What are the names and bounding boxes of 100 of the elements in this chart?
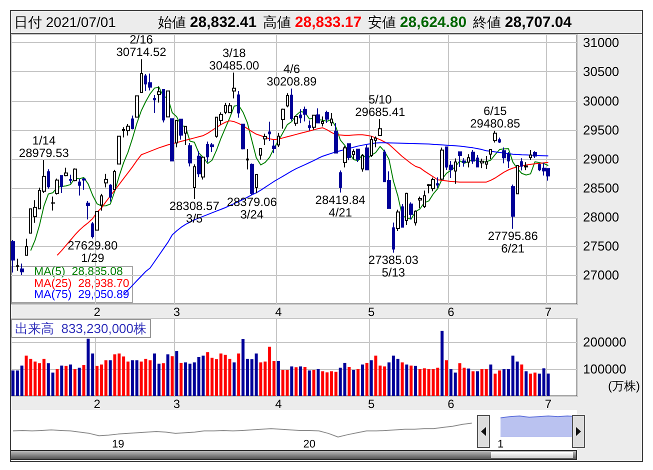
candlestick xyxy=(392,222,395,254)
candlestick xyxy=(405,192,408,226)
bar xyxy=(476,371,479,396)
bar xyxy=(454,372,457,396)
candlestick xyxy=(334,122,338,154)
y-tick-label: 200000 xyxy=(583,334,626,350)
candlestick xyxy=(286,92,289,108)
bar xyxy=(502,369,506,396)
candlestick xyxy=(409,202,413,220)
bar xyxy=(170,356,174,396)
bar xyxy=(60,366,64,396)
candlestick xyxy=(104,173,108,188)
candlestick xyxy=(378,118,382,136)
bar xyxy=(365,362,368,396)
candlestick xyxy=(157,86,161,104)
chart-title: 出来高 833,230,000株 xyxy=(11,319,151,338)
x-tick-label: 3 xyxy=(173,305,180,319)
candlestick xyxy=(25,238,28,256)
candlestick xyxy=(343,146,347,168)
chart-title: 日付 2021/07/01 xyxy=(14,14,116,32)
candlestick xyxy=(82,178,86,190)
candlestick xyxy=(73,168,77,182)
bar xyxy=(175,351,178,396)
candlestick xyxy=(170,118,174,162)
bar xyxy=(529,374,532,396)
y-tick-label: 30000 xyxy=(583,93,620,108)
y-tick-label: 29500 xyxy=(583,122,620,138)
candlestick xyxy=(95,211,99,231)
bar xyxy=(352,370,356,396)
candlestick xyxy=(126,124,130,136)
candlestick xyxy=(520,158,523,171)
candlestick xyxy=(140,58,143,94)
candlestick xyxy=(175,120,178,148)
y-tick-label: 100000 xyxy=(583,362,626,377)
bar xyxy=(29,358,32,396)
candlestick xyxy=(135,95,139,118)
bar xyxy=(316,369,320,396)
bar xyxy=(254,354,258,396)
annotation: 27385.03 5/13 xyxy=(368,252,419,280)
candlestick xyxy=(246,148,249,170)
annotation: 2/16 30714.52 xyxy=(116,32,167,60)
bar xyxy=(299,366,302,396)
annotation: 27795.86 6/21 xyxy=(488,229,538,256)
y-tick-label: 30500 xyxy=(583,64,620,80)
candlestick xyxy=(272,139,276,154)
candlestick xyxy=(467,154,470,168)
bar xyxy=(108,360,112,396)
bar xyxy=(104,360,108,396)
candlestick xyxy=(493,130,497,143)
candlestick xyxy=(361,154,364,172)
bar xyxy=(290,366,294,396)
bar xyxy=(467,368,470,396)
candlestick xyxy=(109,184,112,202)
candlestick xyxy=(148,73,152,91)
y-tick-label: 27500 xyxy=(583,238,620,254)
candlestick xyxy=(365,144,369,170)
x-tick-label: 1 xyxy=(497,438,504,450)
candlestick xyxy=(166,90,170,118)
candlestick xyxy=(184,126,187,146)
candlestick xyxy=(294,115,298,126)
candlestick xyxy=(308,120,311,132)
bar xyxy=(64,366,68,396)
bar xyxy=(113,354,116,396)
y-tick-label: 31000 xyxy=(583,35,620,50)
bar xyxy=(321,371,324,396)
candlestick xyxy=(511,184,515,230)
candlestick xyxy=(20,263,24,276)
text: 始値 28,832.41 xyxy=(158,14,257,31)
bar xyxy=(370,360,373,396)
bar xyxy=(374,356,378,396)
bar xyxy=(312,370,316,396)
candlestick xyxy=(188,142,192,167)
text: 終値 28,707.04 xyxy=(473,14,572,31)
candlestick xyxy=(117,136,121,165)
bar xyxy=(494,374,497,396)
candlestick xyxy=(100,193,103,212)
bar xyxy=(286,370,289,396)
candlestick xyxy=(51,196,55,211)
candlestick xyxy=(290,88,293,122)
candlestick xyxy=(281,108,285,130)
candlestick xyxy=(533,150,537,158)
candlestick xyxy=(414,210,417,226)
candlestick xyxy=(370,136,373,158)
candlestick xyxy=(16,258,19,272)
bar xyxy=(82,365,86,396)
bar xyxy=(294,367,298,396)
bar xyxy=(348,366,351,396)
candlestick xyxy=(516,165,519,194)
bar xyxy=(400,362,404,396)
bar xyxy=(524,371,528,396)
candlestick xyxy=(255,174,258,194)
candlestick xyxy=(529,150,532,160)
candlestick xyxy=(401,204,404,228)
candlestick xyxy=(277,132,280,148)
bar xyxy=(237,354,240,396)
bar xyxy=(197,357,200,396)
candlestick xyxy=(237,90,240,118)
candlestick xyxy=(321,116,324,127)
bar xyxy=(206,352,210,396)
y-axis-title: (万株) xyxy=(608,378,640,395)
